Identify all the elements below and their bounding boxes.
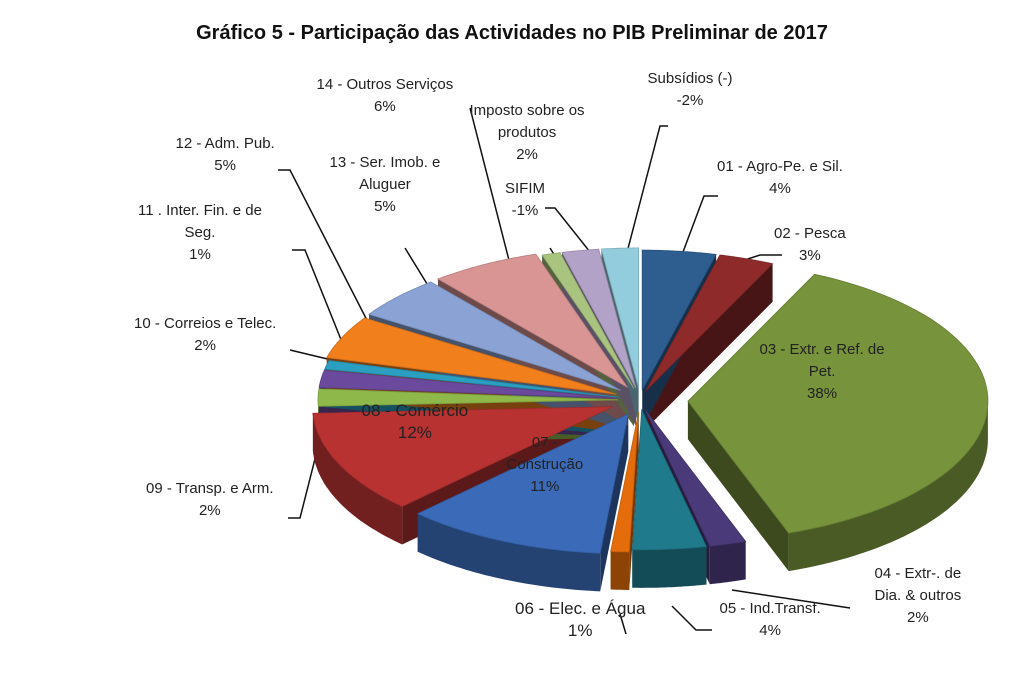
leader-line-5 bbox=[671, 605, 712, 631]
slice-label-percent: 38% bbox=[807, 385, 838, 402]
slice-label-1: 01 - Agro-Pe. e Sil. 4% bbox=[717, 156, 843, 200]
slice-label-text: Seg. bbox=[184, 224, 216, 241]
slice-label-text: 04 - Extr-. de bbox=[874, 565, 962, 582]
slice-label-percent: 2% bbox=[198, 502, 221, 519]
slice-label-text: 09 - Transp. e Arm. bbox=[146, 480, 274, 497]
slice-label-9: 09 - Transp. e Arm. 2% bbox=[146, 478, 274, 522]
slice-side-5 bbox=[632, 546, 707, 588]
slice-label-percent: 1% bbox=[189, 246, 211, 263]
slice-13 bbox=[368, 281, 621, 391]
slice-cut-3 bbox=[687, 401, 789, 572]
slice-label-text: Construção bbox=[506, 456, 584, 473]
slice-label-8: 08 - Comércio 12% bbox=[362, 400, 469, 444]
slice-label-percent: -2% bbox=[676, 92, 704, 109]
slice-17 bbox=[600, 247, 639, 389]
slice-label-text: 02 - Pesca bbox=[774, 225, 846, 242]
leader-line-12 bbox=[278, 169, 373, 331]
slice-label-text: 03 - Extr. e Ref. de bbox=[759, 341, 885, 358]
slice-5 bbox=[631, 408, 708, 551]
slice-label-14: 14 - Outros Serviços 6% bbox=[317, 74, 454, 118]
leader-line-1 bbox=[679, 195, 718, 261]
slice-label-16: Imposto sobre os produtos 2% bbox=[470, 100, 585, 166]
leader-line-4 bbox=[731, 589, 851, 609]
slice-6 bbox=[610, 412, 639, 553]
slice-label-text: 14 - Outros Serviços bbox=[316, 76, 454, 93]
slice-11 bbox=[324, 360, 619, 398]
slice-label-3: 03 - Extr. e Ref. de Pet. 38% bbox=[760, 339, 885, 405]
leader-lines bbox=[278, 107, 851, 635]
slice-label-percent: 2% bbox=[516, 146, 538, 163]
leader-line-6 bbox=[619, 613, 627, 635]
slice-label-percent: 12% bbox=[397, 423, 432, 442]
leader-line-14 bbox=[469, 107, 513, 273]
slice-label-text: Aluguer bbox=[359, 176, 411, 193]
slice-label-5: 05 - Ind.Transf. 4% bbox=[720, 598, 821, 642]
slice-12 bbox=[326, 317, 617, 395]
slice-label-text: produtos bbox=[497, 124, 557, 141]
slice-label-text: 10 - Correios e Telec. bbox=[134, 315, 277, 332]
slice-label-percent: 1% bbox=[567, 621, 593, 640]
slice-side-6 bbox=[610, 551, 630, 590]
slice-label-17: Subsídios (-) -2% bbox=[648, 68, 733, 112]
slice-label-percent: 5% bbox=[374, 198, 396, 215]
slice-side-3 bbox=[788, 401, 988, 572]
slice-label-text: 07 - bbox=[531, 434, 558, 451]
slice-label-text: 12 - Adm. Pub. bbox=[175, 135, 275, 152]
chart-title: Gráfico 5 - Participação das Actividades… bbox=[196, 22, 828, 44]
slice-label-percent: 2% bbox=[194, 337, 216, 354]
slice-cut-6 bbox=[629, 412, 639, 591]
slice-label-11: 11 . Inter. Fin. e de Seg. 1% bbox=[138, 200, 262, 266]
slice-label-10: 10 - Correios e Telec. 2% bbox=[134, 313, 276, 357]
slice-label-text: Pet. bbox=[808, 363, 836, 380]
slice-label-text: Imposto sobre os bbox=[469, 102, 585, 119]
slice-10 bbox=[318, 369, 619, 399]
slice-2 bbox=[645, 254, 774, 391]
slice-16 bbox=[561, 248, 637, 389]
slice-cut-2 bbox=[646, 263, 773, 429]
slice-label-percent: 11% bbox=[530, 478, 560, 495]
slice-label-percent: 5% bbox=[214, 157, 236, 174]
slice-label-text: 01 - Agro-Pe. e Sil. bbox=[717, 158, 843, 175]
slice-4 bbox=[644, 409, 747, 547]
slice-label-text: 05 - Ind.Transf. bbox=[719, 600, 821, 617]
slice-label-2: 02 - Pesca 3% bbox=[774, 223, 846, 267]
slice-label-15: SIFIM -1% bbox=[505, 178, 545, 222]
slice-label-text: Dia. & outros bbox=[874, 587, 962, 604]
slice-cut-7 bbox=[600, 413, 629, 592]
slice-1 bbox=[641, 249, 717, 391]
slice-label-percent: 6% bbox=[374, 98, 396, 115]
slice-label-12: 12 - Adm. Pub. 5% bbox=[176, 133, 275, 177]
slice-15 bbox=[541, 252, 635, 389]
leader-line-11 bbox=[292, 249, 347, 353]
slice-side-7 bbox=[417, 513, 601, 592]
slice-8 bbox=[312, 406, 613, 507]
slice-label-7: 07 - Construção 11% bbox=[507, 432, 584, 498]
slice-label-4: 04 - Extr-. de Dia. & outros 2% bbox=[875, 563, 962, 629]
slice-label-text: 13 - Ser. Imob. e bbox=[329, 154, 441, 171]
leader-line-16 bbox=[545, 207, 599, 263]
slice-label-text: SIFIM bbox=[505, 180, 545, 197]
slice-3 bbox=[687, 273, 989, 534]
slice-label-6: 06 - Elec. e Água 1% bbox=[515, 598, 645, 642]
slice-label-text: 11 . Inter. Fin. e de bbox=[138, 202, 262, 219]
slice-label-text: 06 - Elec. e Água bbox=[515, 599, 646, 618]
slice-label-percent: 2% bbox=[907, 609, 929, 626]
slice-side-4 bbox=[709, 541, 746, 585]
slice-9 bbox=[317, 388, 619, 407]
slice-tops bbox=[312, 247, 989, 554]
slice-label-text: Subsídios (-) bbox=[647, 70, 733, 87]
slice-label-percent: -1% bbox=[511, 202, 539, 219]
slice-label-percent: 3% bbox=[799, 247, 821, 264]
slice-7 bbox=[416, 413, 629, 554]
slice-label-percent: 4% bbox=[769, 180, 791, 197]
slice-label-13: 13 - Ser. Imob. e Aluguer 5% bbox=[330, 152, 441, 218]
slice-14 bbox=[436, 253, 628, 388]
slice-side-8 bbox=[312, 413, 403, 545]
slice-label-text: 08 - Comércio bbox=[361, 401, 469, 420]
leader-line-17 bbox=[624, 125, 668, 261]
slice-label-percent: 4% bbox=[759, 622, 781, 639]
